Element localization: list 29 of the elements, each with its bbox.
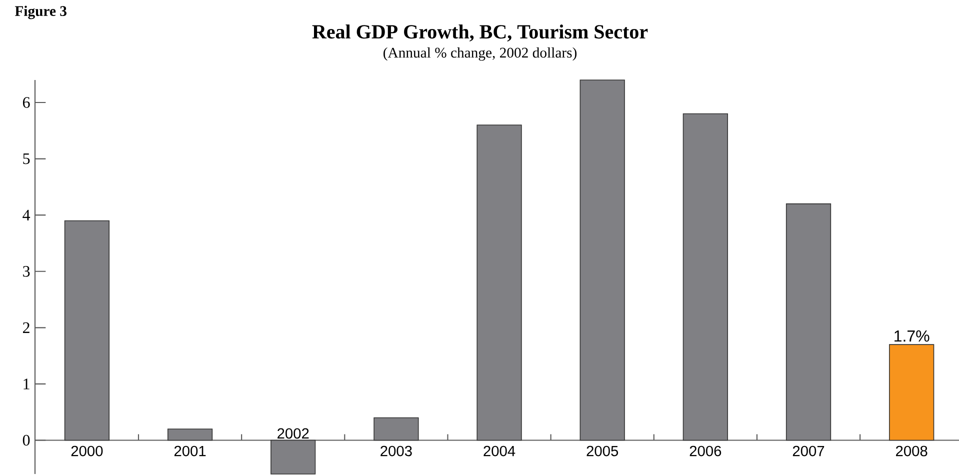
x-tick-label: 2005 — [586, 446, 618, 456]
x-tick-label: 2004 — [484, 446, 516, 456]
x-tick-label: 2002 — [278, 428, 309, 439]
y-tick-label: 4 — [22, 210, 30, 220]
chart-title: Real GDP Growth, BC, Tourism Sector — [312, 24, 648, 42]
y-tick-label: 2 — [23, 322, 30, 333]
y-tick-label: 0 — [22, 434, 30, 446]
bar — [786, 203, 832, 441]
x-tick-label: 2008 — [896, 446, 928, 456]
bar — [167, 428, 213, 441]
x-tick-label: 2007 — [792, 446, 824, 456]
bar — [476, 124, 522, 441]
chart-subtitle: (Annual % change, 2002 dollars) — [384, 47, 577, 61]
y-tick-label: 1 — [24, 378, 30, 390]
bar — [374, 417, 419, 441]
bar — [270, 440, 316, 474]
bar — [580, 80, 625, 441]
data-label: 1.7% — [894, 330, 930, 342]
bar — [889, 344, 934, 441]
y-tick-label: 3 — [23, 266, 30, 277]
bar — [64, 220, 110, 441]
y-tick-label: 5 — [23, 153, 30, 164]
bar — [682, 113, 728, 441]
caption: Figure 3 — [14, 6, 66, 20]
x-tick-label: 2006 — [690, 446, 722, 456]
x-tick-label: 2001 — [174, 446, 206, 456]
x-tick-label: 2003 — [380, 446, 412, 456]
x-tick-label: 2000 — [71, 446, 103, 456]
y-tick-label: 6 — [22, 97, 30, 108]
